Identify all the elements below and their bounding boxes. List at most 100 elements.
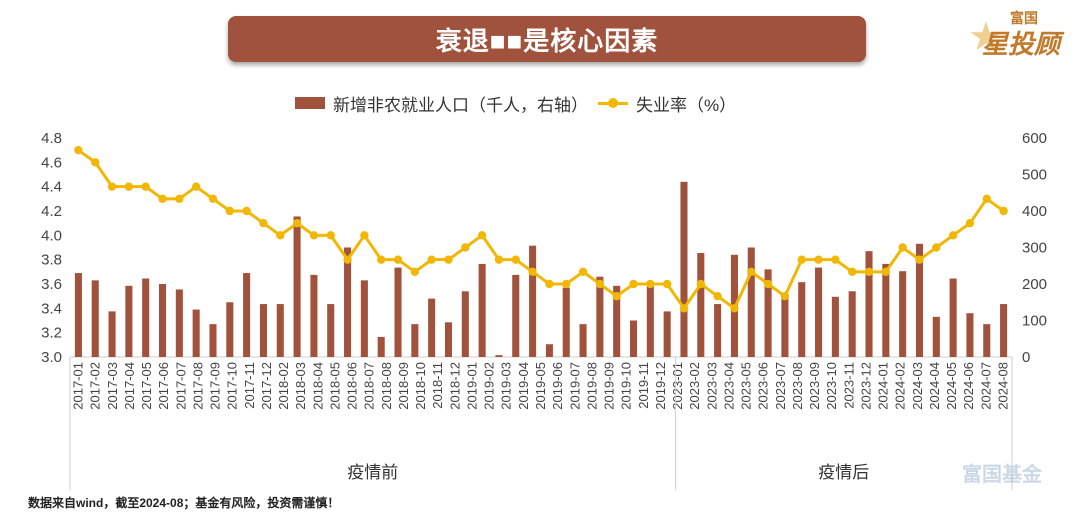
x-tick-label: 2019-08 xyxy=(584,362,599,410)
x-tick-label: 2023-06 xyxy=(756,362,771,410)
bar xyxy=(596,276,604,357)
x-tick-label: 2019-05 xyxy=(533,362,548,410)
bar xyxy=(192,309,200,357)
line-point xyxy=(864,267,874,277)
line-point xyxy=(326,231,335,240)
x-tick-label: 2024-07 xyxy=(978,362,993,410)
line-point xyxy=(713,291,722,301)
line-point xyxy=(477,231,487,240)
data-source-note: 数据来自wind，截至2024-08；基金有风险，投资需谨慎！ xyxy=(28,496,340,510)
x-tick-label: 2017-10 xyxy=(225,362,240,410)
line-point xyxy=(511,255,520,264)
x-tick-label: 2017-11 xyxy=(242,362,257,409)
bar xyxy=(714,304,722,357)
line-point xyxy=(494,255,504,264)
x-tick-label: 2023-03 xyxy=(704,362,719,410)
x-tick-label: 2018-08 xyxy=(379,362,394,410)
line-point xyxy=(982,194,991,204)
bar xyxy=(461,291,469,357)
line-point xyxy=(175,194,184,204)
bar xyxy=(882,263,890,357)
line-point xyxy=(528,267,537,277)
x-tick-label: 2018-12 xyxy=(447,362,462,410)
x-tick-label: 2017-03 xyxy=(105,362,120,410)
x-tick-label: 2019-12 xyxy=(653,362,668,410)
line-point xyxy=(595,279,605,289)
x-tick-label: 2019-06 xyxy=(550,362,565,410)
bar xyxy=(629,320,638,357)
line-point xyxy=(999,206,1008,216)
y-right-tick-label: 200 xyxy=(1022,276,1047,293)
bar xyxy=(444,322,453,357)
bar xyxy=(966,313,974,357)
chart-legend: 新增非农就业人口（千人，右轴） 失业率（%） xyxy=(295,91,736,116)
x-tick-label: 2024-02 xyxy=(893,362,908,410)
legend-item-bars: 新增非农就业人口（千人，右轴） xyxy=(295,91,588,116)
y-right-tick-label: 400 xyxy=(1022,203,1047,220)
bar xyxy=(411,324,419,357)
legend-label-line: 失业率（%） xyxy=(636,95,737,115)
bar xyxy=(226,302,234,357)
x-tick-label: 2018-11 xyxy=(430,362,445,409)
group-label: 疫情后 xyxy=(818,463,869,482)
line-point xyxy=(242,206,251,216)
bar xyxy=(798,282,806,357)
y-left-tick-label: 3.6 xyxy=(41,276,62,293)
group-label: 疫情前 xyxy=(347,463,398,482)
y-left-tick-label: 3.8 xyxy=(41,252,62,269)
bar xyxy=(899,271,907,357)
line-point xyxy=(932,243,941,252)
x-tick-label: 2024-06 xyxy=(961,362,976,410)
y-left-tick-label: 4.4 xyxy=(41,179,62,196)
bar xyxy=(142,278,150,357)
chart-title: 衰退■■是核心因素 xyxy=(435,25,659,56)
x-tick-label: 2017-08 xyxy=(190,362,205,410)
x-tick-label: 2017-04 xyxy=(122,362,137,410)
x-tick-label: 2023-04 xyxy=(721,362,736,410)
x-tick-label: 2023-10 xyxy=(824,362,839,410)
line-point xyxy=(360,231,369,240)
line-point xyxy=(427,255,436,264)
bar xyxy=(495,355,503,357)
line-point xyxy=(393,255,403,264)
x-tick-label: 2019-04 xyxy=(516,362,531,410)
line-point xyxy=(831,255,840,264)
x-tick-label: 2023-09 xyxy=(807,362,822,410)
x-tick-label: 2018-09 xyxy=(396,362,411,410)
bar xyxy=(360,280,368,357)
line-point xyxy=(461,243,470,252)
bar xyxy=(613,285,621,357)
bar xyxy=(949,278,957,357)
x-tick-label: 2023-02 xyxy=(687,362,702,410)
bar xyxy=(831,296,839,357)
bar xyxy=(932,316,940,357)
line-point xyxy=(696,279,706,289)
y-right-tick-label: 600 xyxy=(1022,130,1047,147)
bar xyxy=(125,285,133,357)
bar xyxy=(529,245,537,357)
y-left-tick-label: 4.2 xyxy=(41,203,62,220)
x-tick-label: 2017-09 xyxy=(208,362,223,410)
y-right-tick-label: 100 xyxy=(1022,313,1047,330)
line-point xyxy=(276,231,285,240)
bar xyxy=(91,280,99,357)
chart-title-banner: 衰退■■是核心因素 xyxy=(228,16,866,62)
line-point xyxy=(881,267,891,277)
brand-top-text: 富国 xyxy=(1010,10,1038,26)
bar xyxy=(310,274,318,357)
bar xyxy=(781,296,789,357)
x-tick-label: 2023-08 xyxy=(790,362,805,410)
x-tick-label: 2023-07 xyxy=(773,362,788,410)
bar xyxy=(394,267,402,357)
line-point xyxy=(376,255,386,264)
y-left-tick-label: 3.2 xyxy=(41,325,62,342)
bar xyxy=(344,247,352,357)
x-tick-label: 2018-06 xyxy=(345,362,360,410)
line-point xyxy=(444,255,453,264)
x-tick-label: 2019-01 xyxy=(464,362,479,410)
x-tick-label: 2019-09 xyxy=(602,362,617,410)
x-tick-label: 2024-08 xyxy=(995,362,1010,410)
bar xyxy=(108,311,116,357)
legend-item-line: 失业率（%） xyxy=(598,91,736,116)
bar xyxy=(377,336,385,357)
